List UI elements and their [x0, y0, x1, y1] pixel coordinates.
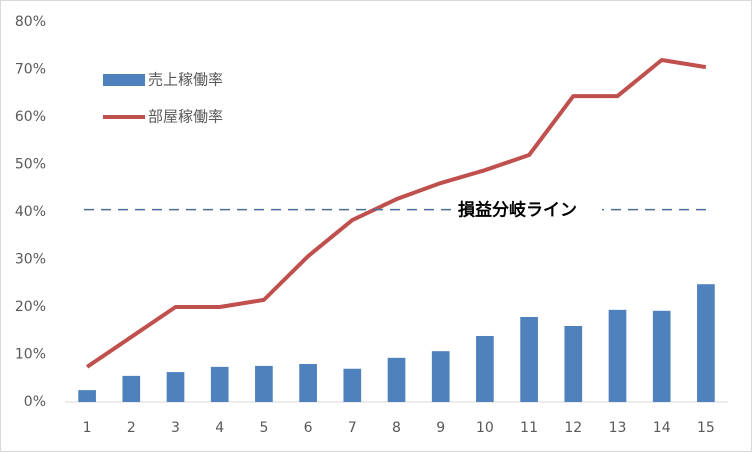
- y-tick-label: 60%: [15, 109, 46, 125]
- x-tick-label: 4: [215, 420, 224, 436]
- x-tick-label: 5: [259, 420, 268, 436]
- bar: [431, 351, 450, 402]
- x-tick-label: 10: [476, 420, 494, 436]
- bar: [564, 326, 583, 402]
- x-tick-label: 14: [653, 420, 671, 436]
- y-tick-label: 20%: [15, 299, 46, 315]
- y-tick-label: 40%: [15, 204, 46, 220]
- y-tick-label: 10%: [15, 347, 46, 363]
- bar: [343, 368, 362, 402]
- y-tick-label: 30%: [15, 252, 46, 268]
- line: [85, 58, 707, 369]
- y-tick-label: 50%: [15, 157, 46, 173]
- bar: [608, 309, 627, 402]
- x-tick-label: 3: [171, 420, 180, 436]
- bar: [299, 364, 317, 402]
- bar: [210, 366, 229, 402]
- bar: [78, 390, 96, 402]
- y-tick-label: 70%: [15, 62, 46, 78]
- legend-label: 売上稼働率: [148, 71, 223, 89]
- x-tick-label: 1: [83, 420, 92, 436]
- bar: [652, 310, 671, 402]
- x-tick-label: 9: [436, 420, 445, 436]
- y-tick-label: 80%: [15, 14, 46, 30]
- bar: [387, 357, 406, 402]
- bar: [697, 284, 715, 402]
- bar: [122, 375, 141, 402]
- x-tick-label: 8: [392, 420, 401, 436]
- legend-label: 部屋稼働率: [148, 108, 223, 126]
- x-tick-label: 15: [697, 420, 715, 436]
- x-tick-label: 12: [564, 420, 582, 436]
- reference-label: 損益分岐ライン: [458, 200, 577, 221]
- x-tick-label: 13: [609, 420, 627, 436]
- x-tick-label: 11: [520, 420, 538, 436]
- bar: [255, 365, 273, 402]
- bar: [520, 316, 538, 402]
- bar: [476, 335, 494, 402]
- legend-swatch: [103, 74, 145, 86]
- x-tick-label: 2: [127, 420, 136, 436]
- bar: [166, 372, 185, 402]
- reference-label-bg: [452, 197, 602, 222]
- x-tick-label: 6: [304, 420, 313, 436]
- x-tick-label: 7: [348, 420, 357, 436]
- y-tick-label: 0%: [24, 394, 46, 410]
